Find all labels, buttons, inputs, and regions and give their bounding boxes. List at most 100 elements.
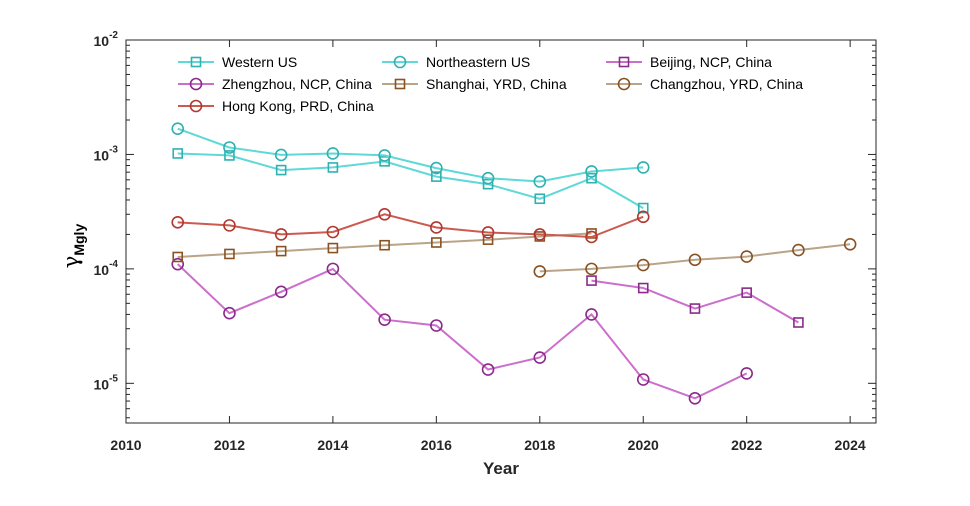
point-hong-kong-prd-china-2016 [430,221,443,234]
point-hong-kong-prd-china-2015 [378,207,391,221]
legend-label-changzhou-yrd-china: Changzhou, YRD, China [650,76,803,92]
point-western-us-2015 [379,156,390,167]
y-axis-title-subscript: Mgly [71,224,87,256]
series-northeastern-us [171,122,650,188]
point-shanghai-yrd-china-2017 [482,234,494,245]
point-zhengzhou-ncp-china-2018 [533,351,547,364]
y-tick-label-1: 10-3 [94,144,119,163]
point-changzhou-yrd-china-2024 [843,237,857,251]
point-beijing-ncp-china-2023 [793,317,804,328]
point-hong-kong-prd-china-2013 [274,228,288,241]
x-tick-label-2024: 2024 [835,437,866,453]
legend-label-shanghai-yrd-china: Shanghai, YRD, China [426,76,567,92]
series-hong-kong-prd-china [171,207,650,244]
point-changzhou-yrd-china-2020 [636,258,650,272]
point-northeastern-us-2014 [326,147,340,160]
x-tick-label-2020: 2020 [628,437,659,453]
point-zhengzhou-ncp-china-2016 [430,319,443,332]
point-zhengzhou-ncp-china-2022 [740,367,753,380]
point-northeastern-us-2019 [585,165,598,178]
legend-swatch-marker [189,77,203,91]
legend-label-hong-kong-prd-china: Hong Kong, PRD, China [222,98,374,114]
point-northeastern-us-2018 [533,175,547,188]
point-hong-kong-prd-china-2011 [171,216,185,229]
point-western-us-2013 [275,164,287,176]
y-tick-label-base: 10 [94,376,110,392]
x-tick-label-2022: 2022 [731,437,762,453]
y-tick-label-exponent: -5 [109,373,118,384]
legend-item-hong-kong-prd-china: Hong Kong, PRD, China [178,98,374,114]
legend-swatch-marker [189,99,203,113]
y-tick-label-exponent: -2 [109,30,118,41]
y-tick-label-0: 10-2 [94,30,119,49]
point-changzhou-yrd-china-2018 [533,265,547,278]
legend-item-changzhou-yrd-china: Changzhou, YRD, China [606,76,803,92]
point-beijing-ncp-china-2019 [586,275,597,286]
series-line-shanghai-yrd-china [177,232,592,258]
point-zhengzhou-ncp-china-2020 [636,373,650,386]
point-northeastern-us-2016 [430,161,443,175]
legend-swatch-marker [617,77,631,91]
point-northeastern-us-2017 [481,171,495,185]
legend-item-northeastern-us: Northeastern US [382,54,530,70]
x-tick-label-2012: 2012 [214,437,245,453]
legend: Western US Zhengzhou, NCP, China Hong Kong… [178,54,803,114]
point-northeastern-us-2015 [378,149,391,162]
point-northeastern-us-2012 [223,141,236,154]
point-shanghai-yrd-china-2012 [224,248,235,260]
series-line-western-us [177,152,644,209]
series-line-beijing-ncp-china [591,279,799,324]
point-zhengzhou-ncp-china-2021 [688,391,702,405]
legend-item-shanghai-yrd-china: Shanghai, YRD, China [382,76,567,92]
point-zhengzhou-ncp-china-2013 [274,285,288,299]
series-changzhou-yrd-china [533,237,857,278]
point-changzhou-yrd-china-2019 [585,262,598,276]
legend-item-beijing-ncp-china: Beijing, NCP, China [606,54,772,70]
y-tick-label-base: 10 [94,33,110,49]
series-western-us [172,148,649,214]
point-western-us-2019 [586,172,597,184]
y-axis-title: γMgly [59,224,87,269]
point-hong-kong-prd-china-2014 [326,225,340,239]
point-zhengzhou-ncp-china-2017 [481,363,495,376]
legend-swatch-marker [393,55,407,69]
point-hong-kong-prd-china-2020 [636,210,650,224]
series-layer [171,122,857,405]
point-western-us-2017 [482,178,494,190]
point-zhengzhou-ncp-china-2012 [223,306,236,320]
series-line-zhengzhou-ncp-china [177,263,748,400]
point-western-us-2020 [637,202,649,214]
point-shanghai-yrd-china-2011 [172,251,184,263]
point-western-us-2014 [327,162,339,173]
point-western-us-2012 [224,150,235,161]
axis-layer: 2010 2012 2014 2016 2018 2020 2022 202410-210-3… [94,30,876,453]
point-changzhou-yrd-china-2021 [688,253,702,267]
point-zhengzhou-ncp-china-2014 [326,262,340,276]
series-line-northeastern-us [177,127,644,183]
point-western-us-2018 [534,193,546,205]
series-line-hong-kong-prd-china [177,213,644,239]
point-zhengzhou-ncp-china-2019 [585,308,598,321]
y-axis-title-symbol: γ [59,256,83,269]
series-line-changzhou-yrd-china [539,243,851,273]
point-zhengzhou-ncp-china-2011 [171,257,185,271]
series-zhengzhou-ncp-china [171,257,753,405]
legend-swatch-marker [618,56,630,68]
point-northeastern-us-2020 [636,161,650,174]
point-shanghai-yrd-china-2013 [275,245,287,257]
y-tick-label-base: 10 [94,147,110,163]
legend-label-western-us: Western US [222,54,297,70]
point-northeastern-us-2011 [171,122,185,135]
x-axis-title: Year [483,459,519,478]
y-tick-label-3: 10-5 [94,373,119,392]
plot-area-frame [125,39,877,424]
point-hong-kong-prd-china-2017 [481,226,495,239]
legend-swatch-marker [190,56,202,68]
x-tick-label-2018: 2018 [524,437,555,453]
point-beijing-ncp-china-2021 [689,303,701,314]
x-tick-label-2010: 2010 [110,437,141,453]
point-changzhou-yrd-china-2022 [740,250,753,263]
point-northeastern-us-2013 [274,148,288,162]
